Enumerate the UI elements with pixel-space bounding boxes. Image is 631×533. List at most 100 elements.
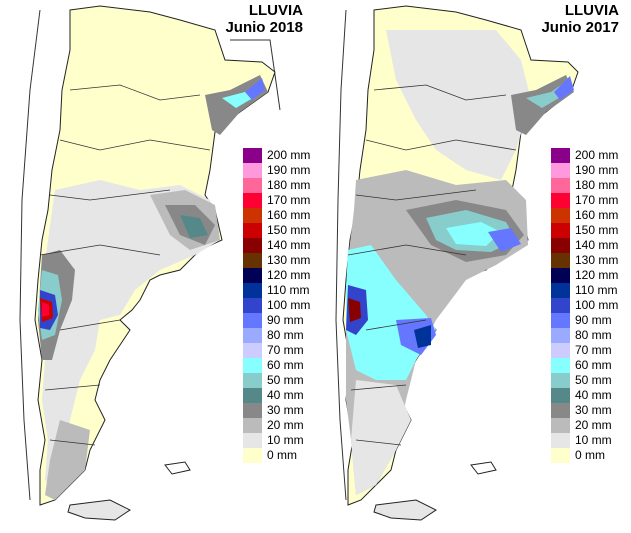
rain-zone-ne-90mm xyxy=(554,76,574,100)
legend-label: 100 mm xyxy=(267,298,311,312)
chile-border-line xyxy=(335,9,347,501)
province-borders xyxy=(347,84,517,446)
legend-swatch xyxy=(243,373,262,388)
legend-swatch xyxy=(243,268,262,283)
legend-entry: 160 mm xyxy=(243,208,315,223)
legend-swatch xyxy=(243,343,262,358)
rain-zone-andes-170mm xyxy=(42,302,49,317)
legend-swatch xyxy=(551,448,570,463)
title-line1: LLUVIA xyxy=(564,2,619,19)
rain-zone-south-10mm xyxy=(351,380,411,495)
legend-swatch xyxy=(551,313,570,328)
neighbor-border-line xyxy=(230,39,281,111)
legend-entry: 10 mm xyxy=(551,433,623,448)
legend-swatch xyxy=(243,403,262,418)
legend-label: 170 mm xyxy=(575,193,619,207)
legend-entry: 0 mm xyxy=(551,448,623,463)
title-line2: Junio 2017 xyxy=(541,19,619,36)
legend-swatch xyxy=(243,418,262,433)
legend-entry: 0 mm xyxy=(243,448,315,463)
legend-label: 30 mm xyxy=(575,403,612,417)
legend-entry: 30 mm xyxy=(243,403,315,418)
legend-label: 0 mm xyxy=(267,448,297,462)
legend-entry: 130 mm xyxy=(551,253,623,268)
legend-entry: 80 mm xyxy=(551,328,623,343)
legend-swatch xyxy=(243,433,262,448)
legend-label: 80 mm xyxy=(267,328,304,342)
rain-zone-south-20mm xyxy=(45,420,90,500)
legend-swatch xyxy=(551,238,570,253)
legend-label: 150 mm xyxy=(575,223,619,237)
legend-swatch xyxy=(551,433,570,448)
legend-entry: 40 mm xyxy=(243,388,315,403)
malvinas-islands xyxy=(470,461,497,475)
legend-swatch xyxy=(243,298,262,313)
legend-label: 110 mm xyxy=(575,283,618,297)
rainfall-map-2018 xyxy=(19,5,281,521)
legend-entry: 120 mm xyxy=(243,268,315,283)
legend-label: 20 mm xyxy=(575,418,612,432)
legend-entry: 70 mm xyxy=(243,343,315,358)
rain-zone-ne-50mm xyxy=(526,80,568,108)
legend-entry: 170 mm xyxy=(551,193,623,208)
legend-label: 190 mm xyxy=(575,163,619,177)
rain-zone-coast-110mm xyxy=(414,325,431,348)
legend-entry: 50 mm xyxy=(243,373,315,388)
legend-label: 120 mm xyxy=(575,268,619,282)
legend-label: 130 mm xyxy=(267,253,311,267)
rain-zone-andes-140mm xyxy=(348,298,361,322)
legend-swatch xyxy=(243,148,262,163)
legend-swatch xyxy=(551,223,570,238)
legend-entry: 180 mm xyxy=(243,178,315,193)
legend-swatch xyxy=(551,298,570,313)
rain-zone-north-10mm xyxy=(386,30,531,180)
legend-swatch xyxy=(243,238,262,253)
legend-entry: 40 mm xyxy=(551,388,623,403)
province-borders xyxy=(39,84,211,446)
legend-label: 50 mm xyxy=(575,373,612,387)
legend-swatch xyxy=(243,178,262,193)
legend-label: 40 mm xyxy=(267,388,304,402)
legend-swatch xyxy=(551,253,570,268)
legend-label: 130 mm xyxy=(575,253,619,267)
legend-label: 140 mm xyxy=(575,238,619,252)
legend-swatch xyxy=(551,373,570,388)
legend-label: 140 mm xyxy=(267,238,311,252)
legend-entry: 50 mm xyxy=(551,373,623,388)
legend-entry: 180 mm xyxy=(551,178,623,193)
legend-label: 160 mm xyxy=(575,208,619,222)
tierra-del-fuego xyxy=(373,499,437,521)
legend-label: 100 mm xyxy=(575,298,619,312)
tierra-del-fuego xyxy=(67,499,131,521)
legend-entry: 100 mm xyxy=(551,298,623,313)
legend-swatch xyxy=(243,283,262,298)
rain-zone-ne-60mm xyxy=(222,80,262,108)
rainfall-map-2017 xyxy=(335,5,579,521)
legend-label: 10 mm xyxy=(575,433,612,447)
legend-swatch xyxy=(551,268,570,283)
legend-swatch xyxy=(551,358,570,373)
legend-label: 120 mm xyxy=(267,268,311,282)
legend-swatch xyxy=(243,163,262,178)
legend-label: 30 mm xyxy=(267,403,304,417)
legend-swatch xyxy=(551,343,570,358)
legend-swatch xyxy=(551,388,570,403)
legend-entry: 100 mm xyxy=(243,298,315,313)
legend-entry: 190 mm xyxy=(243,163,315,178)
legend-entry: 150 mm xyxy=(551,223,623,238)
legend-entry: 110 mm xyxy=(243,283,315,298)
malvinas-islands xyxy=(164,461,191,475)
legend-entry: 140 mm xyxy=(243,238,315,253)
legend-entry: 200 mm xyxy=(551,148,623,163)
legend-swatch xyxy=(551,403,570,418)
legend-label: 200 mm xyxy=(575,148,619,162)
legend-entry: 110 mm xyxy=(551,283,623,298)
rain-zone-40mm xyxy=(180,215,208,238)
rain-zone-ne-90mm xyxy=(245,78,265,100)
legend-entry: 190 mm xyxy=(551,163,623,178)
legend-swatch xyxy=(551,178,570,193)
legend-entry: 60 mm xyxy=(243,358,315,373)
legend-swatch xyxy=(551,418,570,433)
legend-swatch xyxy=(551,283,570,298)
legend-swatch xyxy=(243,448,262,463)
